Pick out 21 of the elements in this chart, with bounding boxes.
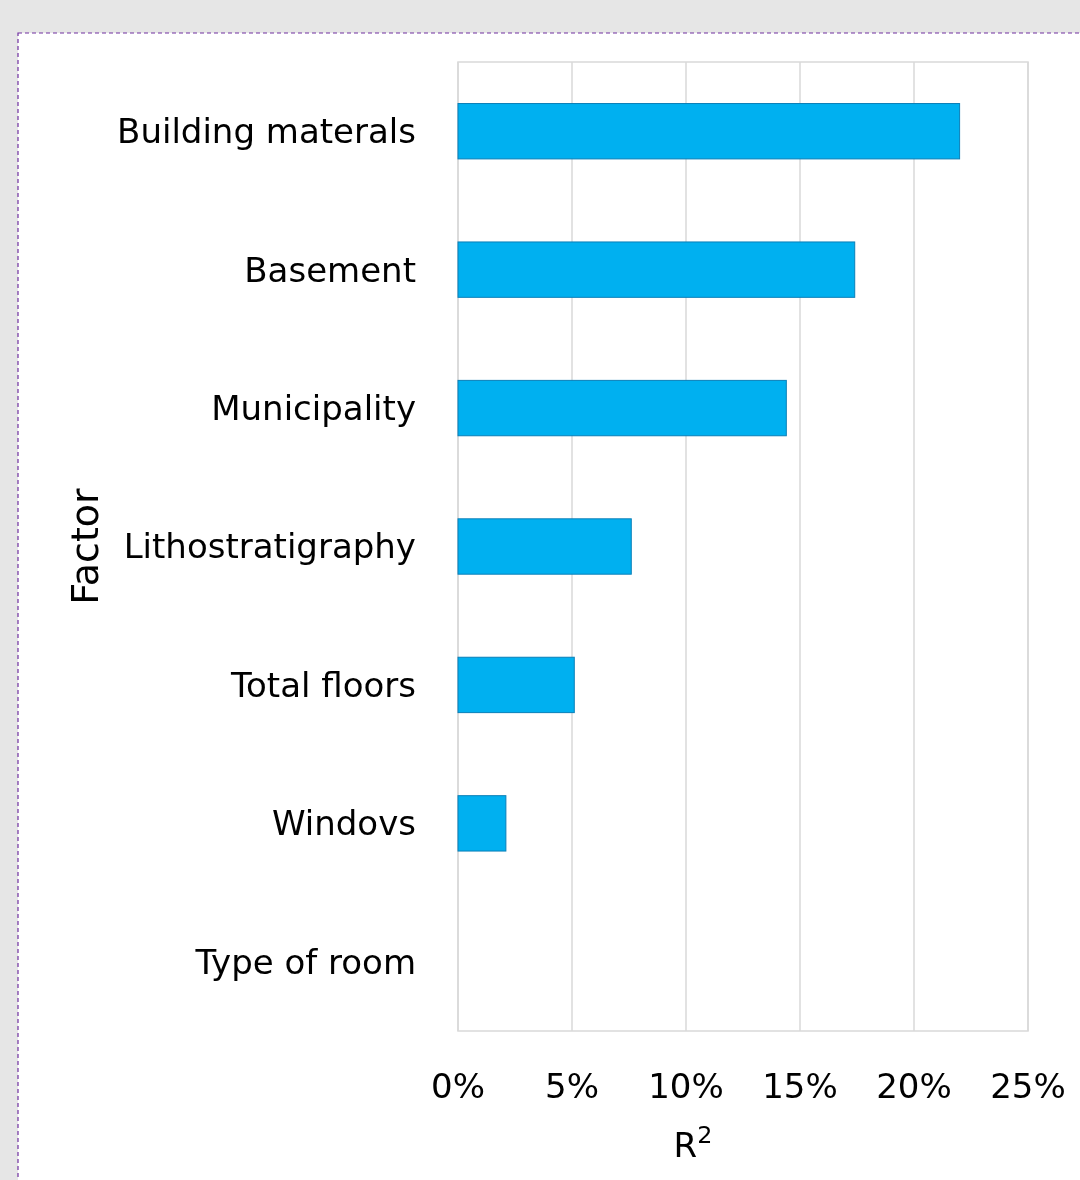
bar bbox=[457, 795, 507, 852]
y-tick-label: Basement bbox=[244, 249, 416, 290]
y-tick-label: Total floors bbox=[230, 664, 416, 705]
y-axis-title: Factor bbox=[63, 487, 107, 605]
bar bbox=[457, 103, 961, 160]
x-tick-label: 10% bbox=[648, 1066, 724, 1106]
x-tick-label: 20% bbox=[876, 1066, 952, 1106]
y-tick-label: Building materals bbox=[117, 111, 416, 152]
y-tick-label: Lithostratigraphy bbox=[123, 526, 416, 567]
y-tick-label: Windovs bbox=[271, 803, 416, 844]
bar bbox=[457, 656, 575, 714]
bar bbox=[457, 241, 856, 298]
x-axis-title: R$^{2}$ bbox=[673, 1121, 713, 1165]
x-tick-label: 0% bbox=[431, 1066, 485, 1106]
y-tick-label: Type of room bbox=[194, 941, 416, 982]
y-tick-label: Municipality bbox=[211, 387, 416, 428]
x-tick-label: 5% bbox=[545, 1066, 599, 1106]
x-tick-label: 15% bbox=[762, 1066, 838, 1106]
bar bbox=[457, 379, 787, 437]
x-tick-label: 25% bbox=[990, 1066, 1066, 1106]
bar bbox=[457, 518, 632, 575]
